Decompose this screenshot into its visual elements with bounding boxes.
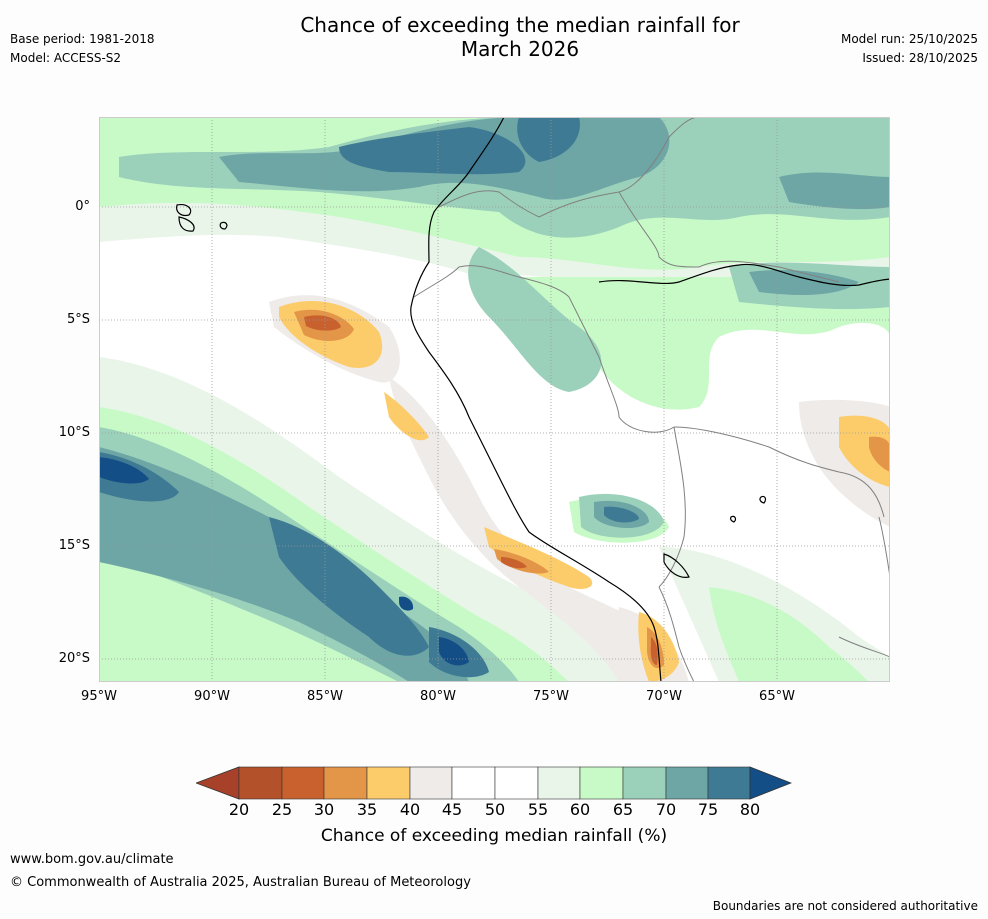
legend-tick-80: 80	[739, 800, 761, 819]
contour-75-north	[339, 127, 526, 175]
lat-label-15s: 15°S	[58, 538, 90, 553]
legend-swatch-55-60	[537, 766, 581, 800]
contour-40-coast-strip	[389, 377, 665, 682]
coast-galapagos-2	[178, 216, 195, 232]
lon-label-95w: 95°W	[81, 689, 117, 704]
coast-galapagos-3	[219, 221, 228, 230]
lon-label-90w: 90°W	[194, 689, 230, 704]
contour-80-zones	[99, 457, 469, 666]
border-peru-brazil	[568, 296, 675, 433]
legend-tick-25: 25	[271, 800, 293, 819]
contour-35-coast-2	[484, 527, 593, 589]
lon-label-80w: 80°W	[420, 689, 456, 704]
legend-tick-40: 40	[399, 800, 421, 819]
legend-swatch-60-65	[579, 766, 624, 800]
title-line-2: March 2026	[460, 37, 580, 61]
lon-label-85w: 85°W	[307, 689, 343, 704]
legend-arrow-low	[196, 766, 240, 800]
legend-swatch-40-45	[409, 766, 453, 800]
copyright-text: © Commonwealth of Australia 2025, Austra…	[10, 875, 471, 890]
legend-swatch-65-70	[622, 766, 667, 800]
rainfall-probability-map	[99, 117, 890, 682]
contour-25-zones	[304, 315, 658, 665]
map-title: Chance of exceeding the median rainfall …	[0, 13, 988, 61]
model-run-text: Model run: 25/10/2025	[840, 32, 978, 46]
coast-lake-titicaca	[663, 553, 690, 578]
legend-tick-35: 35	[356, 800, 378, 819]
contour-70-east-north	[779, 172, 890, 210]
border-colombia-brazil	[618, 191, 700, 268]
legend-swatch-25-30	[281, 766, 325, 800]
border-peru-bolivia	[658, 426, 686, 588]
title-line-1: Chance of exceeding the median rainfall …	[300, 13, 740, 37]
map-frame	[99, 117, 890, 682]
contour-60-amazon	[479, 277, 890, 410]
legend-swatch-35-40	[366, 766, 411, 800]
contour-25-coast	[501, 557, 527, 569]
contour-60-southeast	[709, 587, 869, 682]
border-bolivia-argentina	[838, 636, 890, 658]
legend-arrow-high	[749, 766, 792, 800]
coastline	[176, 117, 890, 682]
lat-label-20s: 20°S	[58, 651, 90, 666]
legend-swatch-30-35	[323, 766, 368, 800]
coast-lake-small-1	[730, 515, 737, 523]
model-text: Model: ACCESS-S2	[10, 51, 122, 65]
contour-30-coast	[494, 549, 549, 574]
contour-80-blob	[399, 596, 414, 611]
legend-swatch-75-80	[707, 766, 751, 800]
lon-label-65w: 65°W	[759, 689, 795, 704]
lat-label-10s: 10°S	[58, 425, 90, 440]
legend-colorbar	[196, 766, 792, 800]
coast-amazon-river	[598, 263, 890, 287]
country-borders	[413, 117, 890, 682]
lat-label-5s: 5°S	[66, 312, 90, 327]
border-bolivia-brazil	[673, 426, 885, 518]
contour-75-blob	[604, 506, 639, 523]
lon-label-70w: 70°W	[646, 689, 682, 704]
border-colombia-ecuador	[438, 190, 540, 218]
border-venezuela-brazil	[698, 260, 840, 283]
legend-tick-50: 50	[484, 800, 506, 819]
contour-75-north2	[517, 117, 580, 162]
contour-25-dry-west	[304, 315, 341, 331]
legend-tick-45: 45	[441, 800, 463, 819]
graticule	[99, 117, 890, 682]
legend-tick-60: 60	[569, 800, 591, 819]
legend-tick-20: 20	[228, 800, 250, 819]
legend-tick-65: 65	[612, 800, 634, 819]
legend-tick-55: 55	[527, 800, 549, 819]
contour-30-east	[869, 436, 890, 472]
border-colombia-venezuela	[538, 117, 700, 218]
legend-title: Chance of exceeding median rainfall (%)	[320, 826, 668, 846]
legend-tick-75: 75	[697, 800, 719, 819]
legend-swatch-45-50	[451, 766, 496, 800]
border-peru-ecuador	[413, 265, 570, 298]
contour-80-west	[99, 457, 149, 484]
contour-25-chile	[650, 637, 658, 665]
contour-65-central	[468, 247, 602, 392]
legend-swatch-20-25	[238, 766, 283, 800]
contour-70-east	[749, 270, 859, 295]
lat-label-0: 0°	[75, 199, 90, 214]
issued-text: Issued: 28/10/2025	[862, 51, 978, 65]
coast-galapagos-1	[176, 204, 192, 217]
border-bolivia-chile	[658, 586, 695, 682]
legend-swatch-50-55	[494, 766, 539, 800]
contour-35-coast-1	[384, 392, 429, 441]
contour-35-east	[839, 415, 890, 487]
disclaimer-text: Boundaries are not considered authoritat…	[712, 899, 978, 913]
contour-80-south	[439, 637, 469, 666]
base-period-text: Base period: 1981-2018	[10, 32, 155, 46]
contour-75-band	[269, 517, 429, 656]
lon-label-75w: 75°W	[533, 689, 569, 704]
coast-pacific	[410, 117, 662, 682]
coast-lake-small-2	[759, 495, 767, 504]
legend-swatch-70-75	[665, 766, 709, 800]
legend-tick-70: 70	[655, 800, 677, 819]
website-link[interactable]: www.bom.gov.au/climate	[10, 852, 174, 867]
legend-tick-30: 30	[313, 800, 335, 819]
